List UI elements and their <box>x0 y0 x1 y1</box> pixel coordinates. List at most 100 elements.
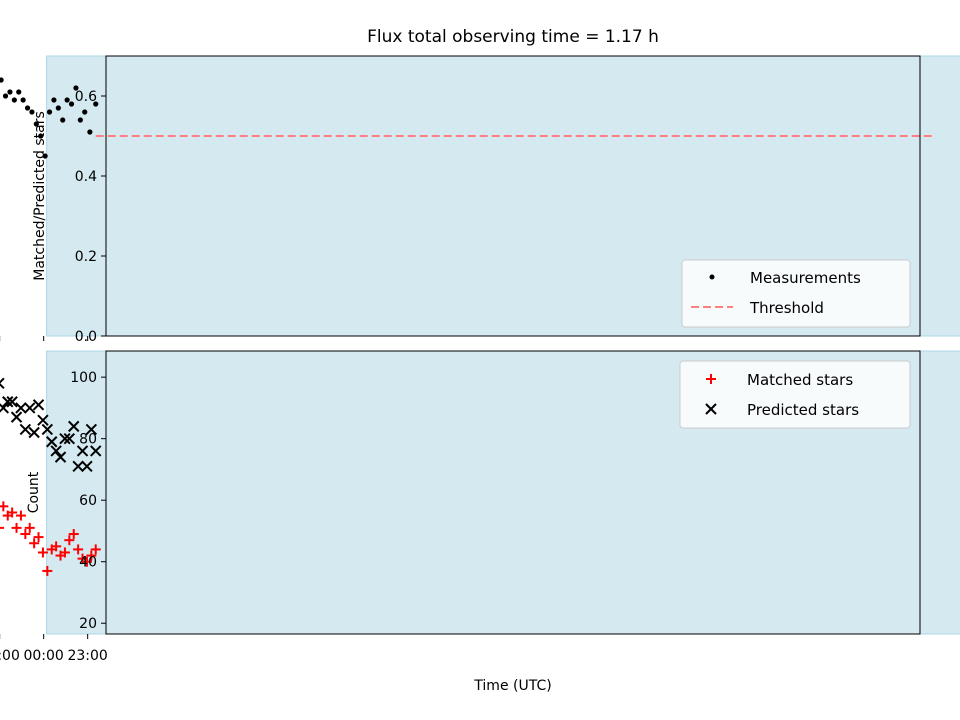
bottom-y-ticks: 20 40 60 80 100 <box>70 370 106 632</box>
predicted-stars-point <box>2 396 14 408</box>
x-marker-b <box>24 402 36 414</box>
matched-stars-point <box>68 529 79 540</box>
x-marker-b <box>0 402 10 413</box>
y-tick-label: 0.2 <box>75 249 97 265</box>
bottom-legend: Matched stars Predicted stars <box>679 360 911 429</box>
predicted-stars-point <box>50 445 62 457</box>
matched-stars-point <box>11 522 22 533</box>
matched-stars-point <box>0 526 4 529</box>
legend-label-predicted-stars: Predicted stars <box>747 401 859 419</box>
x-marker-b <box>32 399 45 411</box>
y-tick-label: 0.0 <box>75 329 97 345</box>
matched-stars-point <box>24 522 35 533</box>
measurement-point <box>51 97 57 103</box>
x-axis-label: Time (UTC) <box>473 678 551 694</box>
measurement-point <box>16 89 22 95</box>
measurement-point <box>60 117 66 123</box>
measurement-point <box>0 77 4 83</box>
predicted-stars-point <box>37 414 49 426</box>
matched-stars-point <box>37 547 48 558</box>
predicted-stars-point <box>54 451 67 463</box>
y-tick-label: 20 <box>79 616 97 632</box>
measurement-point <box>55 105 61 111</box>
measurement-point <box>29 109 35 115</box>
matched-stars-point <box>0 501 9 512</box>
top-y-axis-label: Matched/Predicted stars <box>32 111 48 281</box>
measurement-point <box>64 97 70 103</box>
predicted-stars-point <box>24 402 36 414</box>
measurement-points <box>0 77 99 159</box>
measurement-point <box>93 101 99 107</box>
measurement-point <box>77 117 83 123</box>
measurement-point <box>42 153 48 159</box>
measurement-point <box>87 129 93 135</box>
matched-stars-point <box>29 538 40 549</box>
measurement-point <box>38 133 44 139</box>
x-marker-b <box>50 445 62 457</box>
bottom-plot-area <box>105 350 921 635</box>
x-marker-b <box>6 396 18 408</box>
x-marker-b <box>81 460 93 473</box>
predicted-stars-point <box>72 460 84 473</box>
x-tick-label: 00:00 <box>23 648 63 664</box>
bottom-y-axis-label: Count <box>26 471 42 513</box>
x-tick-label: 23:00 <box>67 648 107 664</box>
y-tick-label: 0.6 <box>75 89 97 105</box>
legend-x-marker <box>705 403 717 415</box>
legend-label-measurements: Measurements <box>750 269 861 287</box>
bottom-panel: 20 40 60 80 100 23:0000:0001:0002:0003:0004:… <box>0 350 960 694</box>
x-marker-b <box>0 377 5 384</box>
matched-stars-point <box>42 565 53 576</box>
x-marker-b <box>59 432 71 445</box>
x-marker-b <box>68 420 80 433</box>
legend-marker-measurements <box>709 274 715 280</box>
legend-label-threshold: Threshold <box>749 299 824 317</box>
x-marker-b <box>85 423 98 436</box>
measurement-point <box>11 97 17 103</box>
top-plot-area <box>105 55 921 337</box>
x-marker-b <box>54 451 67 463</box>
measurement-point <box>82 109 88 115</box>
matched-stars-point <box>33 532 44 543</box>
predicted-stars-point <box>81 460 93 473</box>
top-legend-box <box>681 259 911 328</box>
legend-marker-predicted-stars <box>705 403 717 415</box>
measurement-point <box>46 109 53 115</box>
predicted-stars-points <box>0 377 102 473</box>
x-marker-b <box>76 445 89 457</box>
top-x-ticks <box>0 336 89 341</box>
x-marker-b <box>41 423 54 436</box>
predicted-stars-point <box>6 396 18 408</box>
top-legend: Measurements Threshold <box>681 259 911 328</box>
measurement-point <box>2 93 9 99</box>
x-marker-b <box>90 445 102 457</box>
measurement-point <box>73 85 79 91</box>
measurement-point <box>20 97 26 103</box>
x-marker-b <box>2 396 14 408</box>
x-marker-b <box>10 411 23 423</box>
y-tick-label: 100 <box>70 370 97 386</box>
predicted-stars-point <box>90 445 102 457</box>
predicted-stars-point <box>0 402 10 414</box>
matched-stars-point <box>77 553 88 564</box>
measurement-point <box>7 89 13 95</box>
predicted-stars-point <box>59 432 71 445</box>
y-tick-label: 80 <box>79 432 97 448</box>
predicted-stars-point <box>0 377 5 390</box>
chart-title: Flux total observing time = 1.17 h <box>367 27 659 47</box>
predicted-stars-point <box>41 423 54 436</box>
top-y-ticks: 0.0 0.2 0.4 0.6 <box>75 89 106 345</box>
predicted-stars-point <box>68 420 80 433</box>
x-marker-b <box>72 460 84 473</box>
measurement-point <box>24 105 31 111</box>
predicted-stars-point <box>10 411 23 423</box>
x-marker-b <box>19 423 32 436</box>
legend-label-matched-stars: Matched stars <box>747 371 853 389</box>
bottom-legend-box <box>679 360 911 429</box>
x-marker-b <box>15 402 27 414</box>
matched-stars-point <box>86 550 97 561</box>
x-marker-b <box>705 403 717 415</box>
x-marker-a <box>0 382 5 390</box>
measurement-point <box>68 101 75 107</box>
